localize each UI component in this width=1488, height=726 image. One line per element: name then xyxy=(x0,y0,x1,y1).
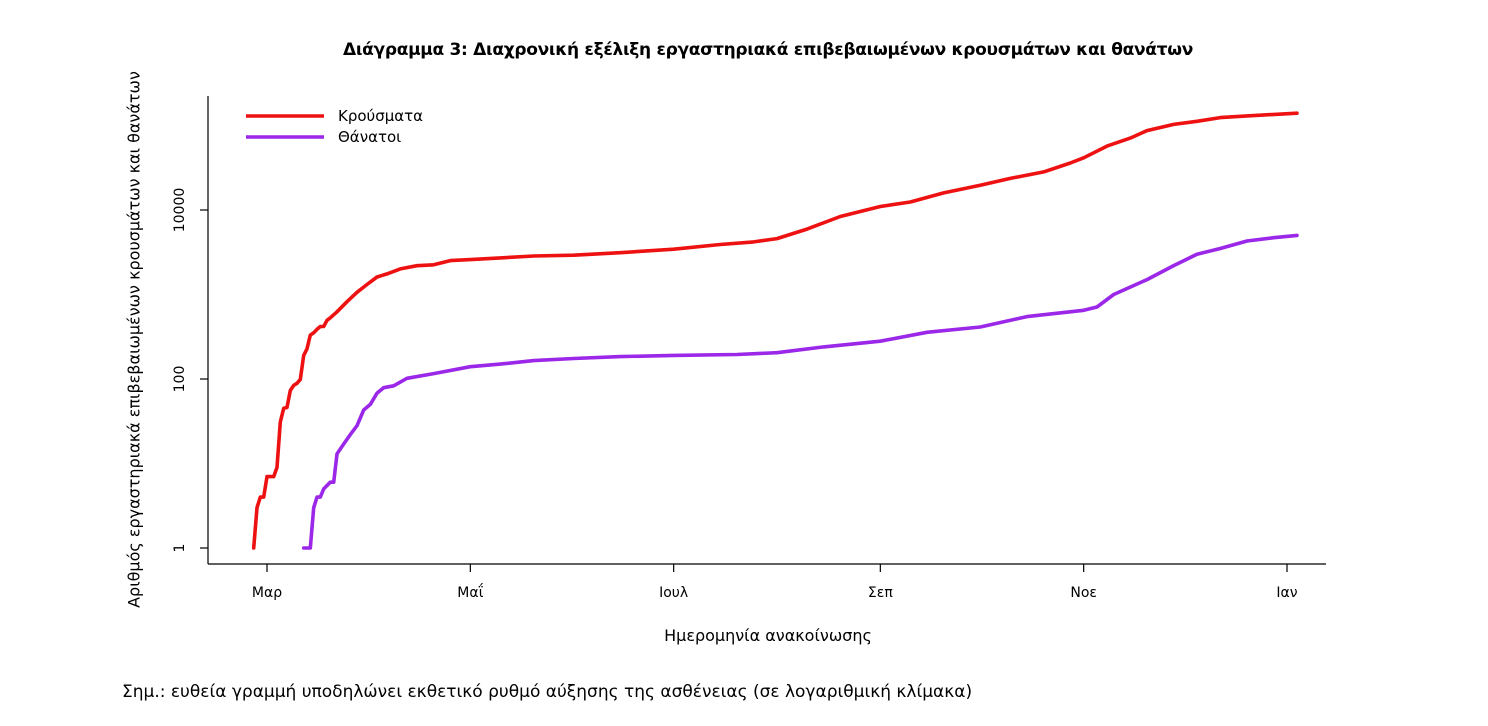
footnote: Σημ.: ευθεία γραμμή υποδηλώνει εκθετικό … xyxy=(122,682,973,702)
x-tick-label: Ιαν xyxy=(1276,585,1297,601)
x-axis-label: Ημερομηνία ανακοίνωσης xyxy=(664,626,872,645)
series-line-deaths xyxy=(301,233,1299,550)
legend-label: Θάνατοι xyxy=(338,128,401,146)
x-tick-label: Σεπ xyxy=(868,585,893,601)
series-lines xyxy=(251,111,1299,550)
axes: Μαρ Μαΐ Ιουλ Σεπ Νοε Ιαν 1 100 10000 xyxy=(172,96,1326,601)
legend-label: Κρούσματα xyxy=(338,107,423,125)
legend: Κρούσματα Θάνατοι xyxy=(246,107,423,146)
x-tick-label: Νοε xyxy=(1070,585,1097,601)
y-tick-label: 1 xyxy=(172,544,188,553)
x-tick-label: Ιουλ xyxy=(659,585,688,601)
y-axis-label: Αριθμός εργαστηριακά επιβεβαιωμένων κρου… xyxy=(124,71,144,608)
x-tick-label: Μαρ xyxy=(252,585,282,601)
chart-title: Διάγραμμα 3: Διαχρονική εξέλιξη εργαστηρ… xyxy=(343,40,1193,60)
x-tick-label: Μαΐ xyxy=(457,583,483,601)
series-line-cases xyxy=(251,111,1299,550)
y-tick-label: 100 xyxy=(172,366,188,393)
y-tick-label: 10000 xyxy=(172,188,188,233)
